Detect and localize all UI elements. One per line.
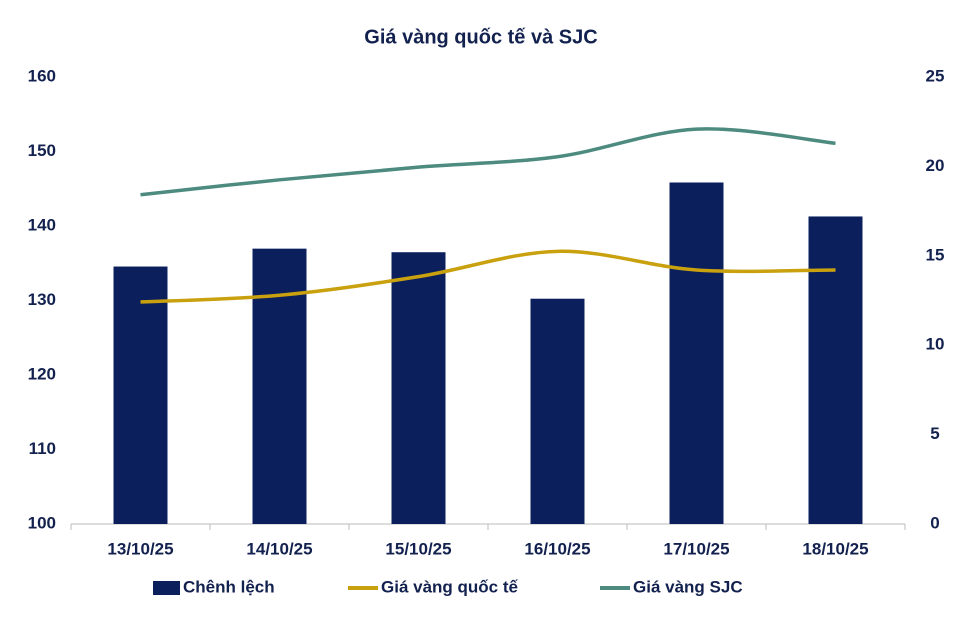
- x-tick-label: 13/10/25: [107, 539, 173, 558]
- y-tick-label: 150: [28, 141, 56, 160]
- y2-tick-label: 10: [926, 335, 945, 354]
- bar: [669, 182, 724, 524]
- x-tick-label: 16/10/25: [524, 539, 590, 558]
- y-tick-label: 160: [28, 66, 56, 85]
- legend-label: Giá vàng SJC: [633, 577, 743, 596]
- bar: [252, 248, 307, 524]
- y2-tick-label: 5: [930, 424, 939, 443]
- y2-tick-label: 0: [930, 513, 939, 532]
- y-tick-label: 100: [28, 513, 56, 532]
- x-tick-label: 17/10/25: [663, 539, 729, 558]
- bar: [530, 298, 585, 524]
- y-tick-label: 140: [28, 215, 56, 234]
- legend-label: Chênh lệch: [183, 577, 275, 596]
- line: [140, 127, 836, 197]
- x-tick-label: 18/10/25: [802, 539, 868, 558]
- y2-tick-label: 15: [926, 245, 945, 264]
- y-tick-label: 130: [28, 290, 56, 309]
- legend-swatch: [153, 581, 180, 595]
- y-tick-label: 110: [29, 439, 56, 458]
- chart-title: Giá vàng quốc tế và SJC: [364, 26, 597, 48]
- bar: [391, 252, 446, 524]
- y2-tick-label: 25: [926, 66, 945, 85]
- x-tick-label: 14/10/25: [246, 539, 312, 558]
- bar: [113, 266, 168, 524]
- line: [140, 249, 836, 304]
- y2-tick-label: 20: [926, 156, 945, 175]
- bar: [808, 216, 863, 525]
- y-tick-label: 120: [28, 364, 56, 383]
- legend-label: Giá vàng quốc tế: [381, 577, 519, 596]
- x-tick-label: 15/10/25: [385, 539, 451, 558]
